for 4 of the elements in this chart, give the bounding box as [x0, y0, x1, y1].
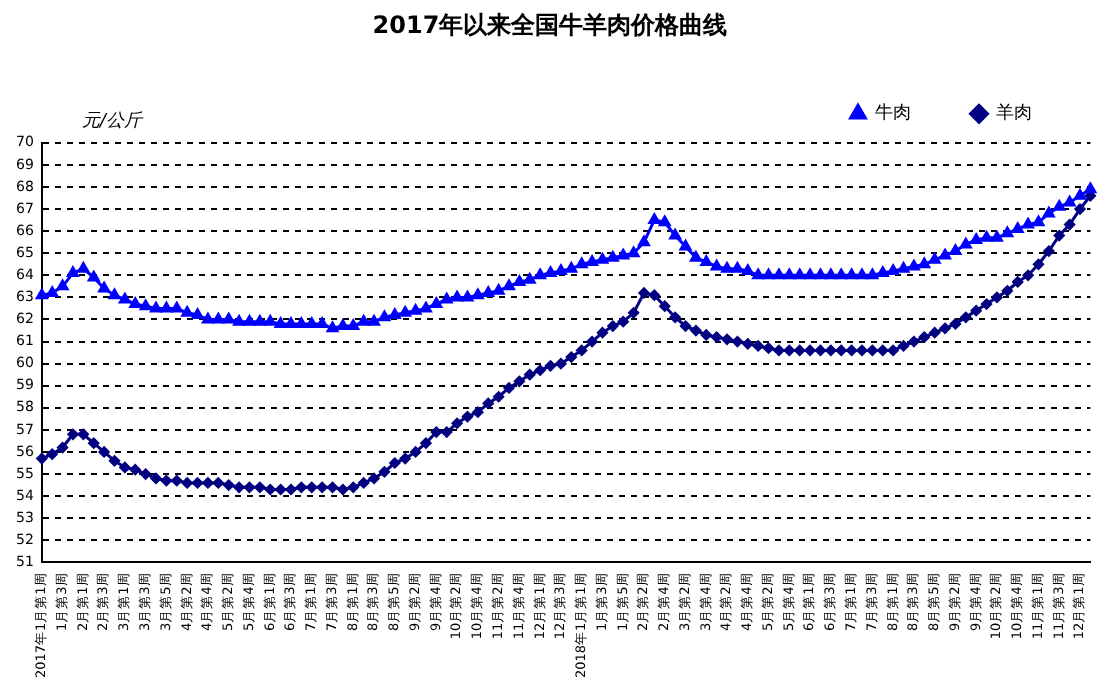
legend-label: 牛肉 [875, 102, 911, 125]
y-axis-title: 元/公斤 [81, 110, 144, 133]
legend-label: 羊肉 [996, 102, 1032, 125]
chart-title: 2017年以来全国牛羊肉价格曲线 [372, 10, 728, 39]
